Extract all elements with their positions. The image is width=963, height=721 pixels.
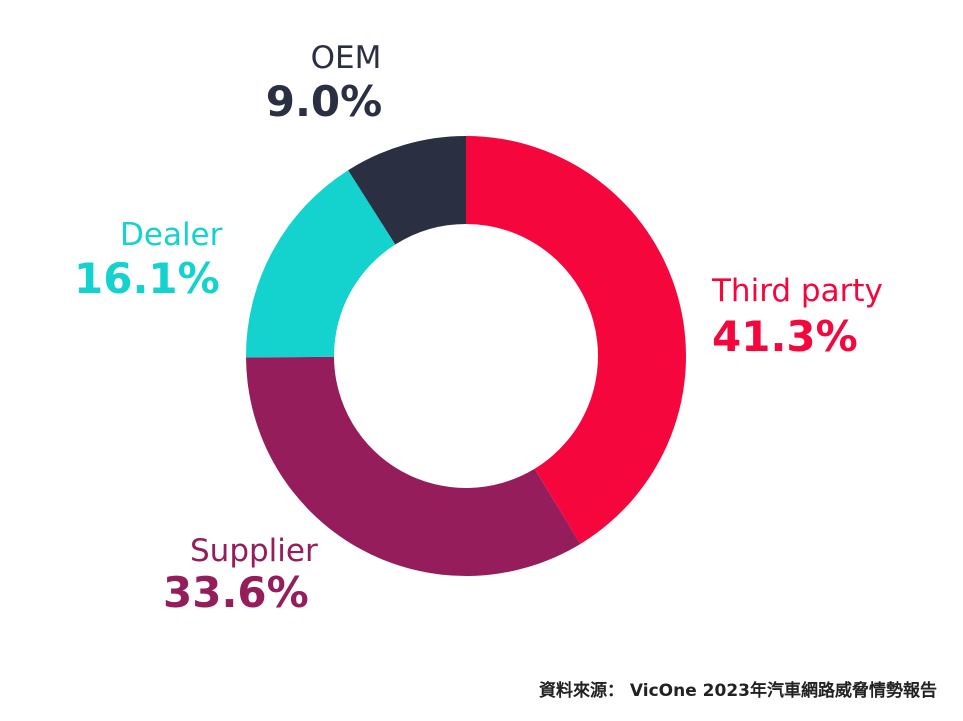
- slice-dealer: [246, 170, 396, 358]
- slice-supplier: [246, 356, 581, 576]
- slice-oem: [348, 136, 466, 245]
- label-oem: OEM: [310, 40, 382, 76]
- value-label-oem: 9.0%: [265, 77, 383, 126]
- label-dealer: Dealer: [120, 217, 223, 253]
- source-note: 資料來源： VicOne 2023年汽車網路威脅情勢報告: [539, 681, 937, 701]
- slice-third-party: [466, 136, 686, 544]
- label-third-party: Third party: [712, 273, 883, 309]
- value-label-dealer: 16.1%: [74, 254, 220, 303]
- value-label-third-party: 41.3%: [712, 312, 858, 361]
- label-supplier: Supplier: [190, 533, 318, 569]
- value-label-supplier: 33.6%: [163, 568, 309, 617]
